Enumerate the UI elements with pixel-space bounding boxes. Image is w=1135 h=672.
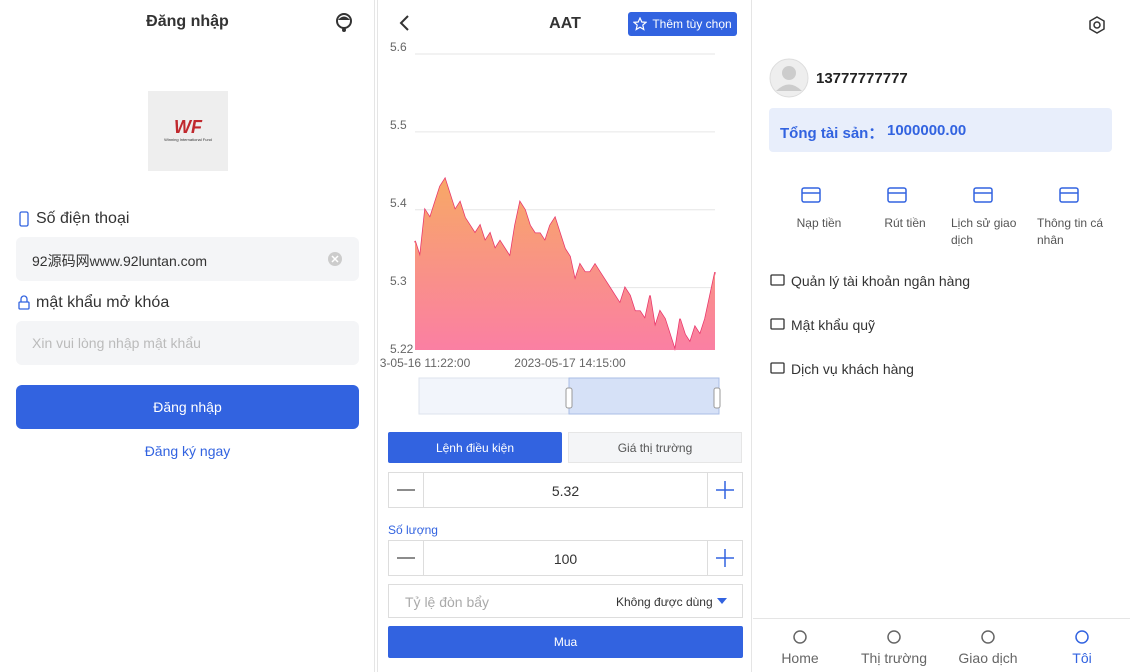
tab-label: Thị trường — [860, 650, 927, 666]
profile-panel: 13777777777 Tổng tài sản： 1000000.00 Nạp… — [753, 0, 1130, 672]
price-input[interactable]: 5.32 — [388, 472, 743, 508]
action-icon — [887, 187, 907, 203]
logo: WF Winning International Fund — [148, 91, 228, 171]
star-icon — [633, 17, 648, 31]
menu-label: Quản lý tài khoản ngân hàng — [791, 273, 971, 289]
tab-item[interactable]: Home — [753, 619, 847, 672]
phone-value: 92源码网www.92luntan.com — [32, 253, 208, 269]
action-label: Lịch sử giao dịch — [951, 216, 1017, 247]
clear-icon[interactable] — [327, 251, 343, 267]
menu-icon — [770, 318, 785, 330]
action-label: Rút tiền — [884, 216, 926, 230]
phone-icon — [19, 211, 29, 227]
login-panel: Đăng nhập WF Winning International Fund … — [0, 0, 375, 672]
back-icon[interactable] — [398, 14, 412, 34]
quantity-input[interactable]: 100 — [388, 540, 743, 576]
zoom-handle[interactable] — [713, 387, 721, 409]
settings-icon[interactable] — [1087, 15, 1107, 35]
x-tick-label: 2023-05-17 14:15:00 — [514, 356, 626, 370]
minus-icon[interactable] — [396, 550, 416, 566]
lock-icon — [18, 295, 30, 310]
action-label: Nạp tiền — [796, 216, 842, 230]
phone-label: Số điện thoại — [36, 210, 130, 227]
action-item[interactable]: Thông tin cá nhân — [1037, 180, 1117, 250]
register-link[interactable]: Đăng ký ngay — [144, 443, 231, 459]
logo-caption: Winning International Fund — [164, 137, 212, 142]
price-value: 5.32 — [551, 483, 580, 499]
tab-icon — [981, 630, 995, 644]
assets-label: Tổng tài sản： — [780, 125, 884, 142]
quantity-label: Số lượng — [388, 523, 438, 537]
menu-icon — [770, 274, 785, 286]
avatar — [769, 58, 809, 98]
assets-card: Tổng tài sản： 1000000.00 — [769, 108, 1112, 152]
leverage-select[interactable]: Tỷ lệ đòn bẩy Không được dùng — [388, 584, 743, 618]
plus-icon[interactable] — [715, 480, 735, 500]
tab-icon — [1075, 630, 1089, 644]
zoom-window[interactable] — [568, 377, 720, 415]
tab-label: Home — [781, 650, 819, 666]
quantity-value: 100 — [553, 551, 578, 567]
y-tick-label: 5.3 — [390, 274, 407, 288]
x-tick-label: 3-05-16 11:22:00 — [380, 356, 471, 370]
action-item[interactable]: Rút tiền — [865, 180, 945, 250]
logo-text: WF — [174, 117, 202, 137]
trade-title: AAT — [549, 15, 581, 32]
tab-label: Giao dịch — [958, 650, 1018, 666]
y-tick-label: 5.4 — [390, 196, 407, 210]
y-tick-label: 5.22 — [390, 342, 414, 356]
login-title: Đăng nhập — [146, 13, 229, 30]
login-button[interactable]: Đăng nhập — [16, 385, 359, 429]
y-tick-label: 5.6 — [390, 40, 407, 54]
password-input[interactable]: Xin vui lòng nhập mật khẩu — [16, 321, 359, 365]
zoom-handle[interactable] — [565, 387, 573, 409]
trade-panel: AAT Thêm tùy chọn 2023-05-17 14:15:00 3-0… — [377, 0, 752, 672]
password-label: mật khẩu mở khóa — [36, 294, 170, 311]
tab-icon — [887, 630, 901, 644]
divider — [423, 541, 424, 575]
assets-value: 1000000.00 — [887, 122, 967, 139]
tab-item[interactable]: Giao dịch — [941, 619, 1035, 672]
divider — [707, 541, 708, 575]
tab-bar: Home Thị trường Giao dịch Tôi — [753, 618, 1130, 672]
profile-phone: 13777777777 — [816, 70, 908, 87]
menu-label: Dịch vụ khách hàng — [791, 361, 914, 377]
area-fill — [415, 178, 715, 350]
menu-item[interactable]: Mật khẩu quỹ — [769, 314, 1112, 336]
leverage-value: Không được dùng — [616, 595, 713, 609]
minus-icon[interactable] — [396, 482, 416, 498]
caret-icon — [717, 598, 727, 604]
action-icon — [801, 187, 821, 203]
leverage-label: Tỷ lệ đòn bẩy — [405, 594, 490, 610]
password-placeholder: Xin vui lòng nhập mật khẩu — [32, 335, 201, 351]
divider — [423, 473, 424, 507]
menu-item[interactable]: Dịch vụ khách hàng — [769, 358, 1112, 380]
add-watch-button[interactable]: Thêm tùy chọn — [628, 12, 737, 36]
action-item[interactable]: Lịch sử giao dịch — [951, 180, 1031, 250]
divider — [707, 473, 708, 507]
tab-label: Tôi — [1072, 650, 1092, 666]
action-label: Thông tin cá nhân — [1037, 216, 1104, 247]
menu-item[interactable]: Quản lý tài khoản ngân hàng — [769, 270, 1112, 292]
tab[interactable]: Giá thị trường — [568, 432, 742, 463]
support-icon[interactable] — [333, 11, 355, 33]
tab-active[interactable]: Lệnh điều kiện — [388, 432, 562, 463]
tab-item[interactable]: Thị trường — [847, 619, 941, 672]
y-tick-label: 5.5 — [390, 118, 407, 132]
action-icon — [1059, 187, 1079, 203]
plus-icon[interactable] — [715, 548, 735, 568]
tab-icon — [793, 630, 807, 644]
price-chart: 2023-05-17 14:15:00 3-05-16 11:22:00 5.6 5.… — [380, 40, 721, 415]
menu-icon — [770, 362, 785, 374]
tab-item[interactable]: Tôi — [1035, 619, 1129, 672]
action-icon — [973, 187, 993, 203]
buy-button[interactable]: Mua — [388, 626, 743, 658]
phone-input[interactable]: 92源码网www.92luntan.com — [16, 237, 359, 281]
action-item[interactable]: Nạp tiền — [779, 180, 859, 250]
add-watch-label: Thêm tùy chọn — [652, 17, 732, 31]
menu-label: Mật khẩu quỹ — [791, 317, 876, 333]
